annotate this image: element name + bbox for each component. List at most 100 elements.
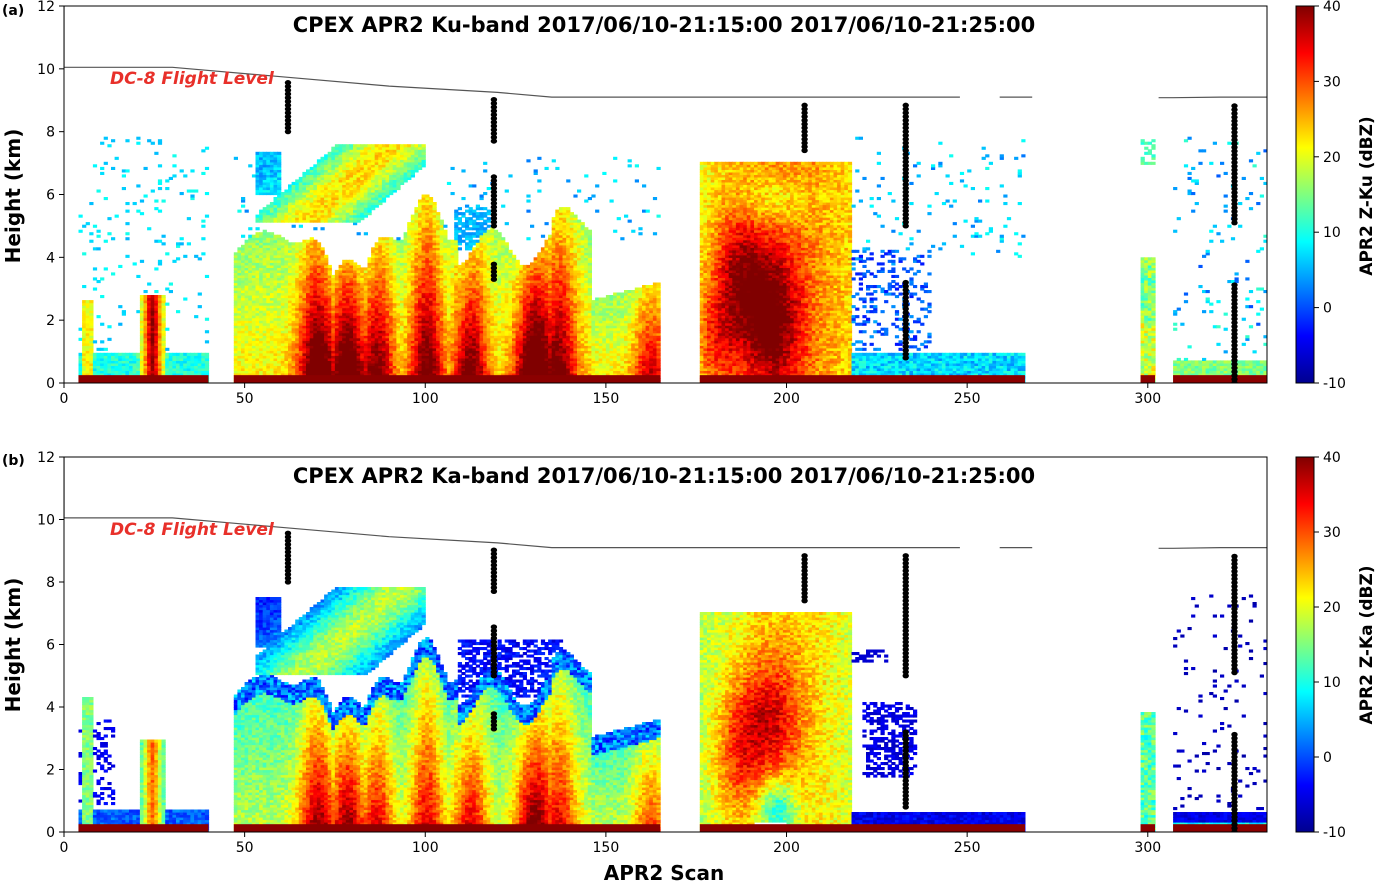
panel-b-plot-area [64,457,1267,832]
dropsonde-marker [1231,316,1238,322]
x-tick-label: 250 [954,391,981,407]
dropsonde-marker [801,590,808,596]
dropsonde-marker [1231,735,1238,741]
dropsonde-marker [801,571,808,578]
dropsonde-marker [490,726,498,732]
dropsonde-marker [902,196,909,203]
panel-b-title: CPEX APR2 Ka-band 2017/06/10-21:15:00 20… [293,464,1035,488]
dropsonde-marker [1231,305,1238,311]
y-tick-label: 4 [46,250,55,266]
dropsonde-marker [902,302,909,308]
dropsonde-marker [490,669,498,675]
dropsonde-marker [801,125,808,131]
dropsonde-marker [902,605,909,611]
dropsonde-marker [1231,201,1238,207]
dropsonde-marker [1231,282,1238,288]
dropsonde-marker [1231,365,1238,371]
dropsonde-marker [902,204,909,210]
dropsonde-marker [902,646,909,653]
dropsonde-marker [902,162,909,169]
dropsonde-marker [284,571,292,578]
dropsonde-marker [902,624,909,630]
dropsonde-marker [902,189,909,195]
dropsonde-marker [801,583,808,589]
dropsonde-marker [902,166,909,172]
dropsonde-marker [1231,651,1238,657]
dropsonde-marker [490,215,498,221]
surface-return [699,375,1025,383]
dropsonde-marker [902,793,909,799]
dropsonde-marker [1231,289,1238,296]
dropsonde-marker [1231,591,1238,597]
dropsonde-marker [902,321,909,327]
dropsonde-marker [1231,810,1238,816]
dropsonde-marker [1231,148,1238,154]
dropsonde-marker [801,136,808,142]
dropsonde-marker [902,208,909,214]
dropsonde-marker [1231,354,1238,360]
dropsonde-marker [1231,602,1238,608]
x-tick-label: 300 [1134,391,1161,407]
surface-return [233,375,661,383]
panel-b-flight-level-label: DC-8 Flight Level [110,520,275,540]
dropsonde-marker [902,590,909,596]
dropsonde-marker [1231,346,1238,352]
dropsonde-marker [1231,754,1238,760]
dropsonde-marker [902,340,909,346]
dropsonde-marker [801,144,808,150]
dropsonde-marker [1231,743,1238,749]
dropsonde-marker [490,276,498,282]
dropsonde-marker [902,129,909,135]
dropsonde-marker [1231,655,1238,661]
dropsonde-marker [284,129,292,135]
x-tick-label: 100 [412,840,439,856]
y-tick-label: 4 [46,700,55,716]
dropsonde-marker [801,553,808,559]
dropsonde-marker [284,102,292,108]
dropsonde-marker [1231,167,1238,173]
dropsonde-marker [902,279,909,286]
dropsonde-marker [284,553,292,559]
dropsonde-marker [801,117,808,123]
dropsonde-marker [1231,595,1238,601]
dropsonde-marker [490,130,498,137]
dropsonde-marker [1231,350,1238,356]
dropsonde-marker [902,575,909,581]
dropsonde-marker [902,733,909,739]
dropsonde-marker [490,193,498,199]
dropsonde-marker [902,796,909,803]
dropsonde-marker [1231,617,1238,623]
panel-b-colorbar-label: APR2 Z-Ka (dBZ) [1357,565,1377,724]
dropsonde-marker [902,155,909,161]
dropsonde-marker [1231,636,1238,642]
dropsonde-marker [490,272,498,279]
dropsonde-marker [902,181,909,188]
colorbar-tick-label: 40 [1323,450,1341,466]
dropsonde-marker [902,800,909,806]
dropsonde-marker [490,658,498,664]
dropsonde-marker [490,185,498,191]
y-tick-label: 12 [37,0,55,15]
dropsonde-marker [902,325,909,331]
dropsonde-marker [902,635,909,641]
dropsonde-marker [1231,587,1238,593]
y-tick-label: 8 [46,125,55,141]
panel-b-label: (b) [2,453,25,469]
x-tick-label: 100 [412,391,439,407]
dropsonde-marker [801,564,808,570]
dropsonde-marker [284,564,292,570]
dropsonde-marker [902,766,909,773]
dropsonde-marker [1231,583,1238,589]
dropsonde-marker [284,545,292,551]
dropsonde-marker [1231,141,1238,147]
dropsonde-marker [284,575,292,581]
dropsonde-marker [1231,821,1238,828]
dropsonde-marker [1231,761,1238,768]
dropsonde-marker [902,748,909,754]
y-tick-label: 6 [46,188,55,204]
surface-return [699,824,1025,832]
dropsonde-marker [490,269,498,275]
dropsonde-marker [490,631,498,638]
dropsonde-marker [1231,613,1238,619]
dropsonde-marker [490,639,498,645]
